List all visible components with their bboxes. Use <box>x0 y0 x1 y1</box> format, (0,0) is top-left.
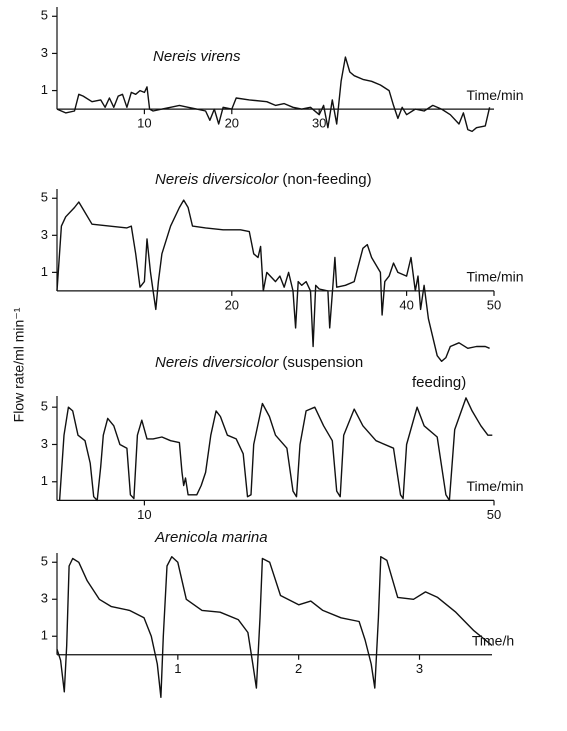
title-note: (suspension <box>282 354 363 371</box>
trace <box>56 556 493 698</box>
panel-title: Nereis diversicolor (suspension <box>155 354 363 371</box>
title-species: Nereis diversicolor <box>155 354 279 371</box>
x-tick-label: 30 <box>312 116 326 131</box>
title-species: Nereis diversicolor <box>155 171 279 188</box>
x-tick-label: 10 <box>137 507 151 522</box>
x-axis-label: Time/min <box>466 269 523 285</box>
x-tick-label: 50 <box>487 297 501 312</box>
y-tick-label: 1 <box>41 473 48 488</box>
x-tick-label: 10 <box>137 116 151 131</box>
panel: 1 3 5 10 20 30 Time/min Nereis virens <box>41 7 524 133</box>
x-axis-label: Time/min <box>466 87 523 103</box>
x-tick-label: 1 <box>174 661 181 676</box>
x-tick-label: 3 <box>416 661 423 676</box>
y-tick-label: 5 <box>41 554 48 569</box>
y-tick-label: 1 <box>41 264 48 279</box>
y-tick-label: 3 <box>41 591 48 606</box>
x-tick-label: 50 <box>487 507 501 522</box>
x-tick-label: 20 <box>225 116 239 131</box>
panel-title: Arenicola marina <box>154 529 268 546</box>
trace <box>56 56 491 133</box>
panel-title: Nereis diversicolor (non-feeding) <box>155 171 372 188</box>
x-axis-label: Time/min <box>466 478 523 494</box>
trace <box>58 397 493 502</box>
y-tick-label: 3 <box>41 436 48 451</box>
y-tick-label: 5 <box>41 190 48 205</box>
y-tick-label: 3 <box>41 45 48 60</box>
x-tick-label: 20 <box>225 297 239 312</box>
y-tick-label: 1 <box>41 628 48 643</box>
title-species: Nereis virens <box>153 48 241 65</box>
title-note: feeding) <box>412 374 466 391</box>
title-species: Arenicola marina <box>154 529 268 546</box>
title-note: (non-feeding) <box>282 171 371 188</box>
panel: 1 3 5 20 40 50 Time/min Nereis diversicolor (non… <box>41 171 524 362</box>
y-tick-label: 5 <box>41 8 48 23</box>
y-tick-label: 5 <box>41 399 48 414</box>
x-axis-label: Time/h <box>472 632 514 648</box>
x-tick-label: 40 <box>399 297 413 312</box>
y-tick-label: 1 <box>41 82 48 97</box>
panel: 1 3 5 1 2 3 Time/h Arenicola marina <box>41 529 514 698</box>
trace <box>56 199 490 362</box>
x-tick-label: 2 <box>295 661 302 676</box>
y-axis-label: Flow rate/ml min⁻¹ <box>11 307 27 422</box>
panel-title: Nereis virens <box>153 48 241 65</box>
panel: 1 3 5 10 50 Time/min Nereis diversicolor (suspe… <box>41 354 524 522</box>
y-tick-label: 3 <box>41 227 48 242</box>
